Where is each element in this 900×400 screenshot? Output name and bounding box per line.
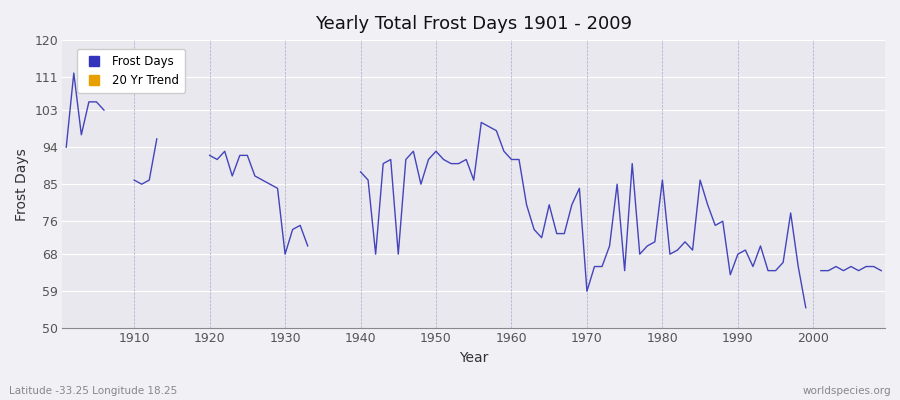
Title: Yearly Total Frost Days 1901 - 2009: Yearly Total Frost Days 1901 - 2009: [315, 15, 632, 33]
Text: Latitude -33.25 Longitude 18.25: Latitude -33.25 Longitude 18.25: [9, 386, 177, 396]
Legend: Frost Days, 20 Yr Trend: Frost Days, 20 Yr Trend: [76, 49, 184, 93]
Text: worldspecies.org: worldspecies.org: [803, 386, 891, 396]
Y-axis label: Frost Days: Frost Days: [15, 148, 29, 220]
X-axis label: Year: Year: [459, 351, 489, 365]
